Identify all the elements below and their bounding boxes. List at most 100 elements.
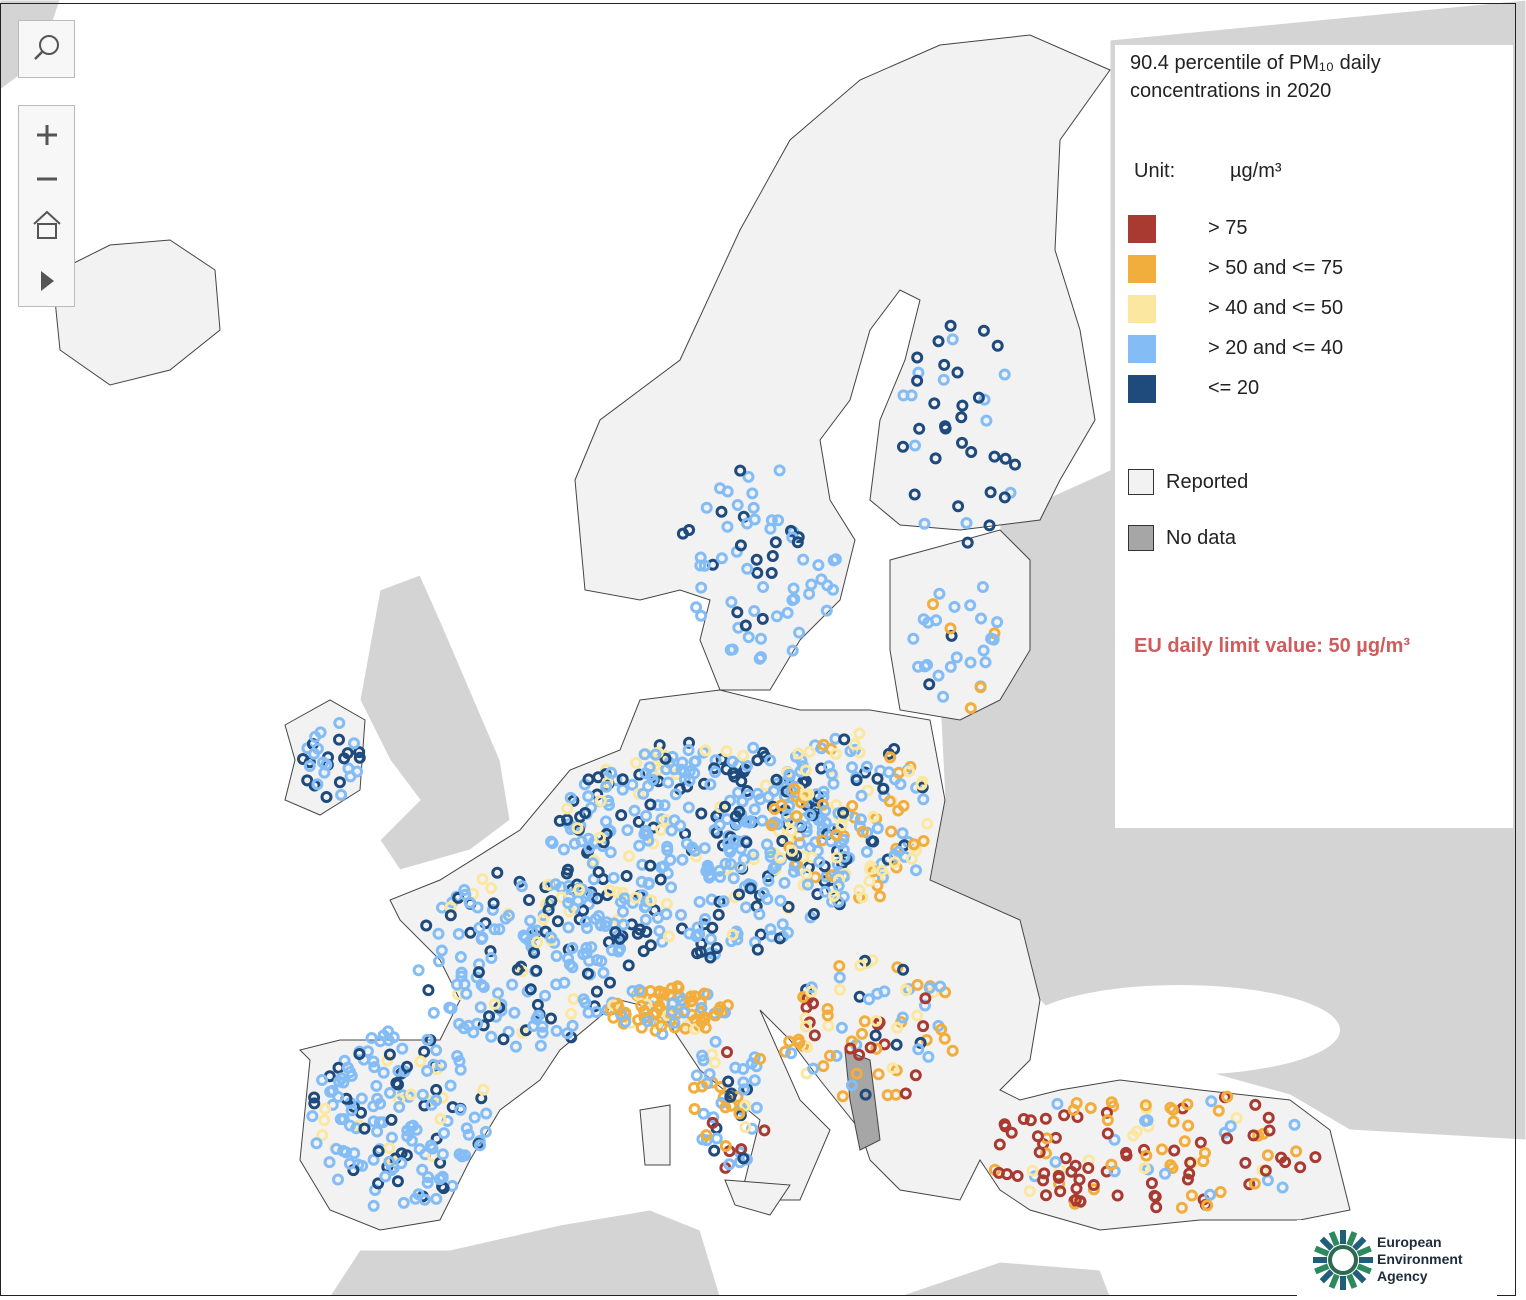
station-dot [400,1149,413,1162]
station-dot [693,895,706,908]
station-dot [1168,1144,1181,1157]
station-dot [952,500,965,513]
station-dot [980,414,993,427]
station-dot [562,921,575,934]
station-dot [896,1011,909,1024]
unit-label: Unit: [1134,160,1176,182]
station-dot [754,928,767,941]
station-dot [960,517,973,529]
station-dot [590,985,603,998]
station-dot [690,850,703,863]
station-dot [909,439,921,452]
station-dot [345,1104,358,1117]
station-dot [757,581,770,593]
station-dot [850,1067,863,1080]
station-dot [622,959,635,972]
zoom-out-button[interactable] [19,156,74,201]
station-dot [639,913,652,926]
station-dot [383,1155,396,1168]
station-dot [748,1074,761,1087]
station-dot [433,1173,446,1186]
station-dot [372,1145,385,1158]
station-dot [433,955,445,968]
station-dot [915,778,928,791]
station-dot [734,539,747,552]
station-dot [713,819,726,831]
station-dot [628,804,641,817]
station-dot [792,531,805,544]
station-dot [691,921,704,934]
station-dot [715,552,728,565]
station-dot [871,772,884,785]
station-dot [395,1157,408,1170]
station-dot [566,961,579,974]
station-dot [459,1149,472,1162]
station-dot [326,1084,339,1097]
logo-text: European Environment Agency [1377,1234,1463,1284]
station-dot [477,981,490,993]
station-dot [526,925,539,938]
station-dot [766,550,779,562]
station-dot [658,799,671,812]
station-dot [550,1024,563,1037]
station-dot [1065,1165,1078,1178]
station-dot [751,943,764,956]
logo-ray [1313,1257,1327,1263]
station-dot [883,795,896,808]
zoom-in-button[interactable] [19,106,74,156]
station-dot [335,788,348,801]
station-dot [1052,1169,1065,1182]
station-dot [788,783,801,796]
station-dot [662,930,675,943]
station-dot [854,813,867,826]
swatch [1128,525,1154,551]
station-dot [620,870,633,882]
play-button[interactable] [19,256,74,306]
station-dot [644,939,657,952]
station-dot [697,1107,710,1120]
station-dot [642,834,655,847]
station-dot [714,1081,727,1093]
station-dot [562,897,575,909]
search-button[interactable] [18,20,75,78]
station-dot [730,810,742,823]
station-dot [1148,1189,1161,1202]
station-dot [762,870,774,883]
station-dot [549,878,562,891]
station-dot [1087,1183,1100,1196]
station-dot [659,752,672,765]
station-dot [704,778,717,791]
station-dot [1184,1156,1197,1169]
logo-ray [1314,1245,1330,1257]
station-dot [1026,1164,1039,1177]
station-dot [435,944,448,957]
station-dot [592,771,605,784]
station-dot [781,606,794,619]
station-dot [600,916,613,929]
station-dot [1175,1201,1188,1214]
station-dot [712,908,725,921]
station-dot [835,1021,848,1034]
station-dot [695,807,708,820]
station-dot [809,836,822,849]
station-dot [605,766,618,779]
station-dot [824,1049,836,1062]
station-dot [993,1138,1006,1151]
station-dot [577,993,590,1006]
station-dot [1221,1132,1234,1145]
station-dot [846,761,858,774]
station-dot [921,817,934,830]
station-dot [927,598,939,611]
station-dot [416,1163,429,1176]
station-dot [1263,1124,1276,1137]
station-dot [560,867,573,880]
station-dot [739,1121,752,1133]
station-dot [1101,1127,1114,1140]
station-dot [1105,1096,1118,1109]
station-dot [757,746,770,759]
station-dot [999,452,1012,465]
station-dot [923,982,936,994]
station-dot [580,942,593,954]
home-button[interactable] [19,201,74,251]
station-dot [370,1079,383,1092]
